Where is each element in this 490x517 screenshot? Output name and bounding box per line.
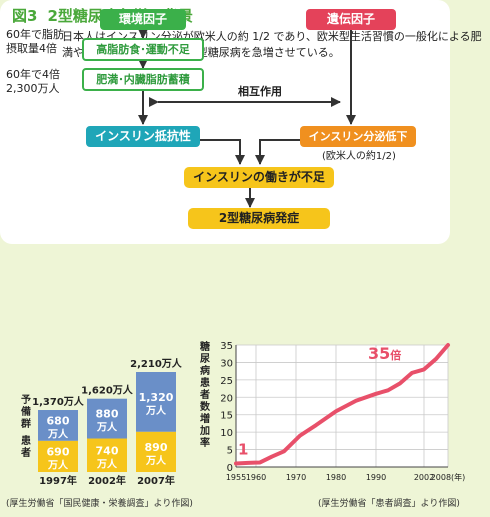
bar-label-reserve: 1,320	[139, 391, 174, 404]
bar-series-label-reserve: 群	[21, 417, 31, 430]
bar-source: (厚生労働省「国民健康・栄養調査」より作図)	[6, 499, 193, 509]
bar-label-reserve-unit: 万人	[47, 427, 69, 440]
note-fat: 60年で脂肪 摂取量4倍	[6, 28, 64, 56]
arrow-secretion-to-insufficient	[255, 139, 300, 165]
bar-label-reserve: 680	[47, 414, 70, 427]
x-tick-label: 2008(年)	[431, 472, 466, 482]
y-axis-label: 者	[199, 388, 210, 401]
y-axis-label: 加	[199, 424, 210, 437]
y-tick-label: 25	[220, 376, 233, 387]
bar-patients	[87, 438, 127, 472]
flow-arrows	[138, 29, 356, 208]
x-tick-label: 1990	[366, 473, 386, 482]
y-tick-label: 0	[227, 463, 233, 474]
resistance-box: インスリン抵抗性	[86, 126, 200, 147]
bar-total-label: 1,620万人	[81, 384, 134, 397]
y-axis-label: 患	[200, 376, 210, 389]
y-axis-label: 尿	[200, 353, 210, 365]
bar-label-patients: 740	[96, 444, 119, 457]
bar-patients	[38, 440, 78, 472]
annotation-end: 35倍	[368, 344, 401, 363]
bar-reserve	[38, 410, 78, 441]
x-tick-label: 1960	[246, 473, 266, 482]
flow-panel: 環境因子 遺伝因子 高脂肪食･運動不足 肥満･内臓脂肪蓄積 相互作用 インスリン…	[0, 0, 450, 244]
note-obese: 60年で4倍 2,300万人	[6, 68, 60, 96]
bar-total-label: 2,210万人	[130, 357, 183, 370]
insufficient-box: インスリンの働きが不足	[184, 167, 334, 188]
y-axis-label: 増	[200, 412, 210, 425]
onset-label: 2型糖尿病発症	[218, 211, 300, 225]
y-axis-label: 率	[200, 436, 210, 449]
annotation-start: 1	[238, 441, 248, 459]
bar-series-label-reserve: 予	[21, 394, 31, 406]
bar-reserve	[87, 398, 127, 439]
note-fat-line1: 60年で脂肪	[6, 28, 64, 41]
y-tick-label: 35	[220, 341, 233, 352]
note-obese-line1: 60年で4倍	[6, 68, 60, 81]
high-fat-box: 高脂肪食･運動不足	[82, 38, 204, 61]
bar-total-label: 1,370万人	[32, 395, 85, 408]
genetic-factor-box: 遺伝因子	[306, 9, 396, 30]
annotation-end-unit: 倍	[390, 348, 401, 362]
x-tick-label: 2002	[414, 473, 434, 482]
env-factor-box: 環境因子	[100, 9, 186, 30]
y-tick-label: 20	[220, 393, 233, 404]
line-source: (厚生労働省「患者調査」より作図)	[318, 499, 460, 509]
secretion-note: (欧米人の約1/2)	[322, 151, 396, 162]
x-tick-label: 1970	[286, 473, 306, 482]
x-tick-label: 1955	[226, 473, 246, 482]
bar-label-reserve-unit: 万人	[96, 421, 118, 434]
y-tick-label: 15	[220, 411, 233, 422]
bar-label-reserve: 880	[96, 408, 119, 421]
bar-category-label: 1997年	[39, 474, 77, 487]
note-obese-line2: 2,300万人	[6, 82, 60, 95]
bar-reserve	[136, 372, 176, 432]
bar-series-label-patients: 者	[20, 446, 31, 459]
y-tick-label: 5	[227, 446, 233, 457]
y-axis-label: 数	[200, 400, 211, 413]
bar-label-patients: 690	[47, 445, 70, 458]
bar-label-patients: 890	[145, 441, 168, 454]
interaction-label: 相互作用	[238, 85, 282, 98]
bar-label-reserve-unit: 万人	[145, 404, 167, 417]
bar-label-patients-unit: 万人	[96, 457, 118, 470]
bar-category-label: 2002年	[88, 474, 126, 487]
y-tick-label: 10	[220, 428, 233, 439]
y-axis-label: 糖	[200, 340, 210, 353]
bar-label-patients-unit: 万人	[145, 454, 167, 467]
bar-patients	[136, 431, 176, 472]
bar-series-label-reserve: 備	[21, 405, 31, 418]
y-axis-label: 病	[200, 364, 210, 377]
x-tick-label: 1980	[326, 473, 346, 482]
bar-category-label: 2007年	[137, 474, 175, 487]
bar-series-label-patients: 患	[21, 434, 31, 447]
onset-box: 2型糖尿病発症	[188, 208, 330, 229]
y-tick-label: 30	[220, 358, 233, 369]
obesity-box: 肥満･内臓脂肪蓄積	[82, 68, 204, 91]
secretion-box: インスリン分泌低下	[300, 126, 416, 147]
note-fat-line2: 摂取量4倍	[6, 42, 57, 55]
bar-label-patients-unit: 万人	[47, 458, 69, 471]
growth-line	[234, 343, 450, 466]
arrow-resistance-to-insufficient	[200, 139, 245, 165]
insufficient-label: インスリンの働きが不足	[193, 170, 325, 184]
figure-number: 図3	[12, 7, 38, 25]
